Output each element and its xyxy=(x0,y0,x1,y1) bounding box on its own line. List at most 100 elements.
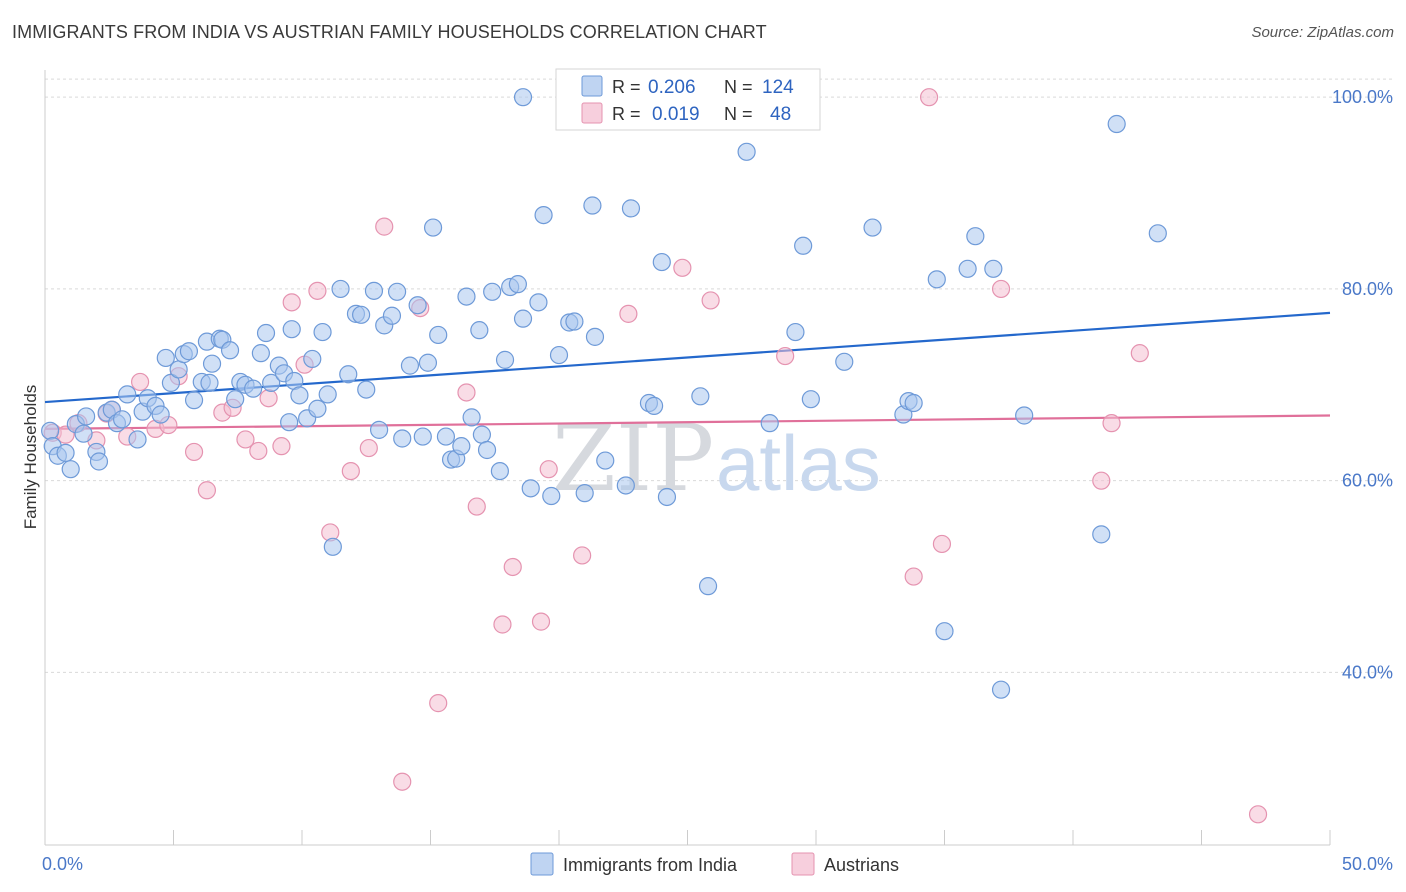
india-point-101 xyxy=(691,387,710,406)
austrians-point-35 xyxy=(573,546,592,565)
austrians-point-47 xyxy=(1248,805,1268,824)
axes xyxy=(44,70,1331,846)
india-point-78 xyxy=(483,282,502,301)
legend-n-label-india: N = xyxy=(724,77,753,97)
legend-r-value-austrians: 0.019 xyxy=(652,104,700,125)
india-point-36 xyxy=(244,379,263,398)
legend-n-value-india: 124 xyxy=(762,77,794,98)
india-point-120 xyxy=(1092,525,1111,544)
india-point-115 xyxy=(958,259,977,278)
india-point-4 xyxy=(61,460,80,479)
austrians-point-7 xyxy=(130,372,150,392)
india-point-93 xyxy=(585,327,605,346)
india-point-3 xyxy=(56,443,75,462)
austrians-point-40 xyxy=(904,567,923,586)
india-point-62 xyxy=(393,429,412,448)
austrians-point-41 xyxy=(919,88,939,107)
india-points xyxy=(41,88,1167,699)
austrians-point-23 xyxy=(341,461,360,481)
india-point-108 xyxy=(835,352,854,371)
india-point-76 xyxy=(472,425,491,444)
india-point-67 xyxy=(423,218,443,237)
chart-source: Source: ZipAtlas.com xyxy=(1251,24,1394,41)
austrians-point-36 xyxy=(619,304,638,323)
india-point-22 xyxy=(169,360,188,379)
x-tick-label-0: 0.0% xyxy=(42,854,83,874)
india-point-66 xyxy=(418,353,438,372)
india-point-9 xyxy=(89,452,109,471)
austrians-point-31 xyxy=(493,615,512,634)
india-point-60 xyxy=(382,306,402,325)
india-point-114 xyxy=(935,622,954,641)
india-point-118 xyxy=(991,680,1011,699)
india-point-53 xyxy=(339,365,358,384)
legend-n-label-austrians: N = xyxy=(724,104,753,124)
india-point-52 xyxy=(331,279,350,299)
india-point-33 xyxy=(226,390,245,409)
austrians-point-43 xyxy=(991,279,1011,299)
india-point-113 xyxy=(927,270,946,289)
india-point-77 xyxy=(477,440,497,460)
india-point-61 xyxy=(387,282,407,301)
y-tick-label-2: 80.0% xyxy=(1342,279,1393,299)
india-point-92 xyxy=(583,196,602,215)
india-point-123 xyxy=(513,88,533,107)
india-point-107 xyxy=(801,390,820,409)
austrians-point-33 xyxy=(531,612,551,631)
india-point-117 xyxy=(984,259,1003,278)
india-point-37 xyxy=(251,344,270,363)
austrians-point-21 xyxy=(308,281,327,300)
india-point-20 xyxy=(156,348,175,368)
india-point-7 xyxy=(77,407,96,426)
austrians-point-15 xyxy=(236,430,255,449)
india-point-80 xyxy=(495,350,515,369)
india-point-50 xyxy=(318,385,337,404)
watermark-atlas: atlas xyxy=(716,419,881,507)
india-point-6 xyxy=(74,424,93,443)
austrians-point-25 xyxy=(375,217,394,236)
austrians-point-32 xyxy=(503,557,522,577)
austrians-point-30 xyxy=(467,497,486,516)
austrians-point-39 xyxy=(776,346,795,366)
india-point-63 xyxy=(400,356,420,375)
india-point-79 xyxy=(490,461,509,481)
india-point-48 xyxy=(308,399,327,418)
india-point-58 xyxy=(370,420,389,439)
india-point-90 xyxy=(565,312,584,331)
india-point-86 xyxy=(534,206,553,225)
austrians-point-18 xyxy=(272,437,291,456)
austrians-point-45 xyxy=(1102,414,1121,433)
legend-r-label-austrians: R = xyxy=(612,104,641,124)
india-point-43 xyxy=(282,320,301,339)
india-point-119 xyxy=(1015,406,1034,425)
india-point-91 xyxy=(575,484,594,503)
y-tick-label-1: 60.0% xyxy=(1342,471,1393,491)
india-point-21 xyxy=(161,373,181,392)
series-legend-label-austrians: Austrians xyxy=(824,855,899,875)
india-point-49 xyxy=(313,322,332,342)
india-point-75 xyxy=(470,321,489,340)
india-point-29 xyxy=(202,354,222,373)
chart-title: IMMIGRANTS FROM INDIA VS AUSTRIAN FAMILY… xyxy=(12,22,767,42)
india-point-57 xyxy=(364,281,384,300)
series-legend-label-india: Immigrants from India xyxy=(563,855,738,875)
india-point-96 xyxy=(621,199,641,218)
austrians-point-34 xyxy=(539,460,558,479)
india-point-102 xyxy=(698,577,718,596)
india-point-109 xyxy=(863,218,882,237)
austrians-point-17 xyxy=(259,389,278,408)
india-point-94 xyxy=(596,451,615,470)
india-point-116 xyxy=(966,227,985,246)
legend-swatch-austrians xyxy=(581,102,603,124)
india-point-121 xyxy=(1107,114,1126,134)
india-point-105 xyxy=(786,322,805,342)
legend-n-value-austrians: 48 xyxy=(770,104,791,125)
india-point-95 xyxy=(616,476,635,495)
austrians-point-42 xyxy=(932,534,952,554)
india-point-98 xyxy=(644,396,664,415)
austrians-point-38 xyxy=(701,291,720,310)
austrians-point-28 xyxy=(429,694,448,713)
india-point-88 xyxy=(549,345,569,365)
